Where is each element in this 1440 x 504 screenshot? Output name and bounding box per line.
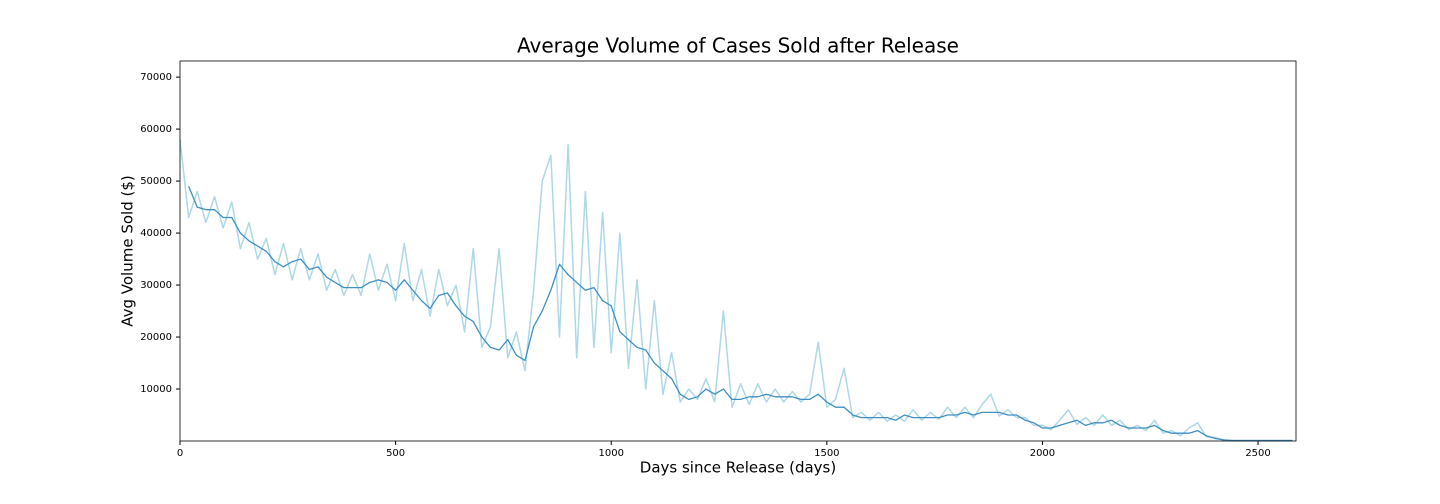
y-tick-label: 10000 [140, 384, 172, 395]
x-tick-label: 500 [386, 448, 405, 459]
y-tick-label: 30000 [140, 280, 172, 291]
x-tick-label: 0 [177, 448, 183, 459]
data-line [188, 186, 1293, 442]
data-line [179, 139, 1293, 442]
plot-frame [179, 60, 1297, 442]
y-axis-label: Avg Volume Sold ($) [119, 175, 137, 327]
x-tick-label: 2000 [1030, 448, 1055, 459]
chart-title: Average Volume of Cases Sold after Relea… [517, 34, 959, 58]
x-tick-label: 2500 [1245, 448, 1270, 459]
y-tick-label: 40000 [140, 228, 172, 239]
y-tick-label: 70000 [140, 72, 172, 83]
y-tick-label: 20000 [140, 332, 172, 343]
x-axis-label: Days since Release (days) [640, 459, 836, 477]
y-tick-label: 60000 [140, 124, 172, 135]
x-tick-label: 1500 [814, 448, 839, 459]
y-tick-label: 50000 [140, 176, 172, 187]
x-tick-label: 1000 [598, 448, 623, 459]
